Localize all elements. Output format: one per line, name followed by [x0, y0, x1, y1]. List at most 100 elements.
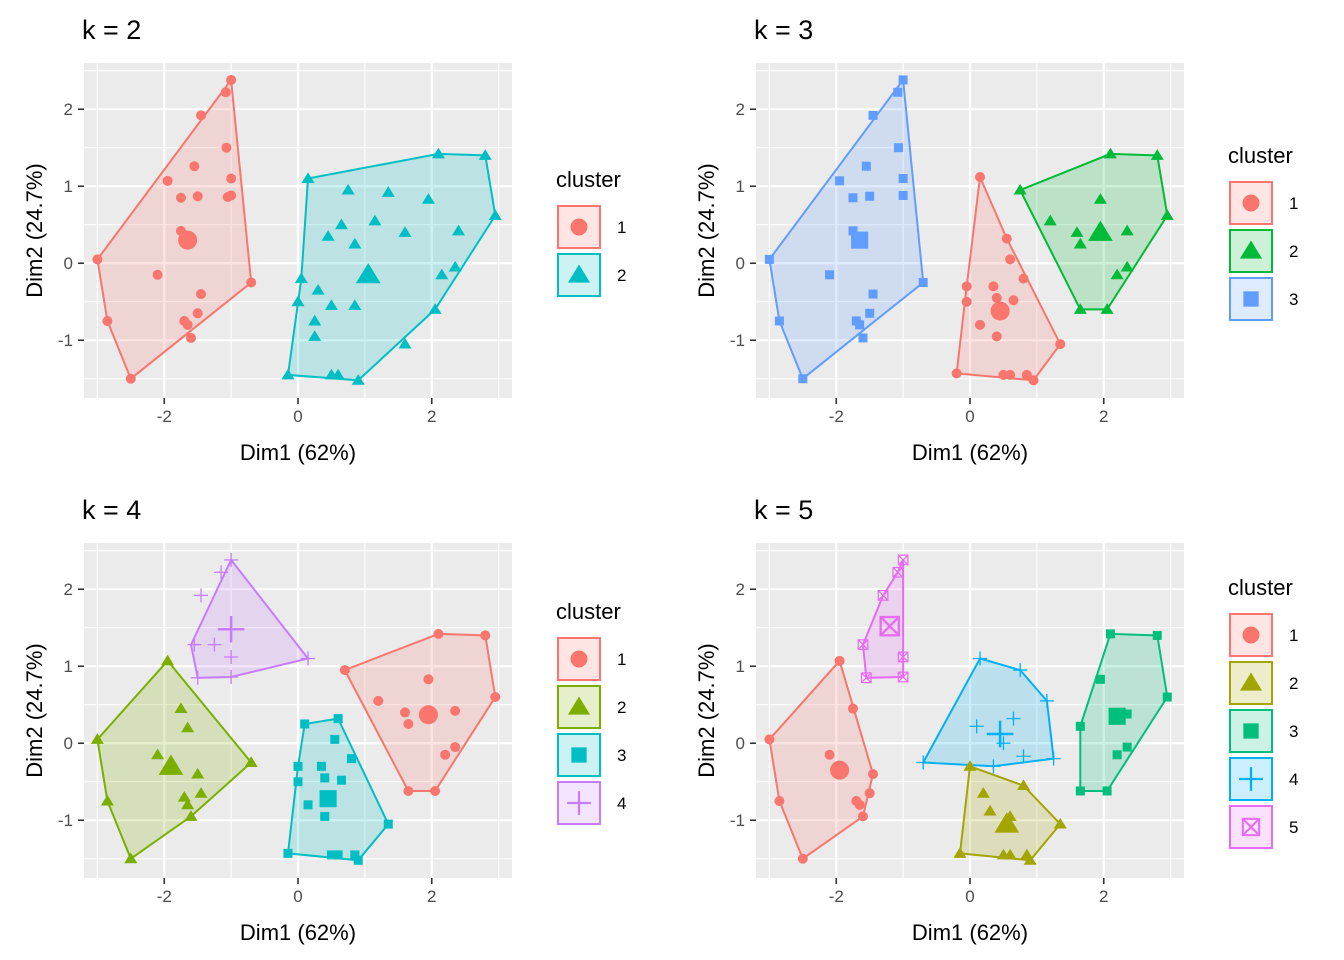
legend-key-3-symbol-glyph: [1243, 723, 1259, 739]
cluster-2-point: [448, 260, 462, 272]
cluster-3-point-glyph: [1162, 692, 1172, 702]
cluster-3-point: [858, 333, 868, 343]
cluster-4-point: [190, 670, 205, 685]
x-tick-label: 2: [1099, 407, 1108, 426]
cluster-2-point-glyph: [351, 374, 365, 385]
cluster-2-point-glyph: [181, 798, 195, 810]
cluster-2-point: [398, 337, 412, 349]
cluster-2-point: [1120, 224, 1134, 236]
cluster-3-point: [825, 270, 835, 280]
cluster-1-point: [854, 799, 865, 810]
cluster-3-point-glyph: [865, 191, 875, 201]
y-tick-label: 1: [736, 177, 745, 196]
y-axis-label: Dim2 (24.7%): [694, 163, 719, 297]
cluster-3-point: [868, 110, 878, 120]
cluster-1-point-glyph: [951, 368, 962, 379]
cluster-3-point-glyph: [330, 734, 340, 744]
cluster-4-center: [217, 615, 245, 643]
cluster-1-point-glyph: [1055, 339, 1066, 350]
cluster-2-center-glyph: [355, 263, 381, 284]
legend: cluster 1 2 3 4: [556, 599, 626, 825]
x-tick-label: 2: [427, 407, 436, 426]
cluster-3-point: [1162, 692, 1172, 702]
cluster-5-point-diag2: [897, 651, 909, 663]
legend-label-4: 4: [1289, 770, 1298, 789]
cluster-3-point-glyph: [383, 819, 393, 829]
cluster-3-point: [764, 254, 774, 264]
cluster-2-point-glyph: [435, 268, 449, 280]
cluster-4-point: [1046, 751, 1061, 766]
cluster-1-point-glyph: [226, 74, 237, 85]
x-tick-label: 0: [965, 407, 974, 426]
cluster-1-point-glyph: [92, 254, 103, 265]
cluster-3-point-glyph: [1095, 674, 1105, 684]
cluster-3-point: [855, 320, 865, 330]
cluster-3-point: [1112, 750, 1122, 760]
cluster-3-point: [336, 775, 346, 785]
x-tick-label: 0: [965, 887, 974, 906]
axes: -2 0 2 -1 0 1 2: [730, 580, 1109, 906]
cluster-1-point-glyph: [423, 674, 434, 685]
cluster-1-point: [1028, 375, 1039, 386]
legend-key-2-symbol-glyph: [567, 696, 591, 715]
legend-title: cluster: [556, 167, 621, 192]
cluster-2-point-glyph: [181, 721, 195, 733]
cluster-1-point-glyph: [961, 296, 972, 307]
cluster-3-point-glyph: [1112, 750, 1122, 760]
cluster-3-point-glyph: [1122, 709, 1132, 719]
cluster-3-point-glyph: [1075, 786, 1085, 796]
cluster-5-point-box: [892, 566, 904, 578]
cluster-3-point-glyph: [326, 850, 336, 860]
x-axis-label: Dim1 (62%): [240, 440, 356, 465]
cluster-1-point-glyph: [175, 192, 186, 203]
cluster-3-point-glyph: [303, 800, 313, 810]
cluster-2-point: [1160, 209, 1174, 220]
cluster-1-point: [339, 665, 350, 676]
cluster-1-point: [192, 308, 203, 319]
cluster-4-point: [224, 552, 239, 567]
legend-label-5: 5: [1289, 818, 1298, 837]
cluster-3-point-glyph: [774, 316, 784, 326]
cluster-3-point-glyph: [848, 193, 858, 203]
cluster-2-point: [953, 847, 967, 858]
chart-title: k = 5: [754, 495, 813, 525]
cluster-4-point: [996, 736, 1011, 751]
legend-label-1: 1: [617, 650, 626, 669]
y-tick-label: -1: [730, 811, 745, 830]
cluster-2-point-glyph: [321, 230, 335, 241]
cluster-2-point: [334, 218, 348, 230]
y-tick-label: 0: [736, 734, 745, 753]
cluster-3-point: [835, 176, 845, 186]
cluster-1-point: [373, 695, 384, 706]
cluster-3-point: [326, 850, 336, 860]
cluster-3-point: [1105, 629, 1115, 639]
cluster-1-center: [178, 230, 198, 250]
cluster-1-center-glyph: [178, 230, 198, 250]
cluster-1-point: [1055, 339, 1066, 350]
cluster-3-center-glyph: [851, 231, 869, 249]
cluster-2-center: [1088, 220, 1113, 241]
cluster-1-point: [403, 718, 414, 729]
cluster-5-point-box: [897, 651, 909, 663]
x-tick-label: 2: [1099, 887, 1108, 906]
cluster-1-point: [246, 277, 257, 288]
cluster-2-point: [308, 314, 322, 326]
cluster-1-center: [990, 301, 1010, 321]
cluster-5-center-diag2: [879, 616, 900, 637]
cluster-5-center-box: [879, 615, 901, 637]
y-tick-label: 0: [64, 254, 73, 273]
cluster-1-point-glyph: [102, 315, 113, 326]
legend: cluster 1 2 3 4 5: [1228, 575, 1298, 849]
cluster-2-point-glyph: [478, 149, 492, 160]
cluster-1-point-glyph: [991, 331, 1002, 342]
cluster-3-point: [300, 719, 310, 729]
cluster-3-point: [898, 190, 908, 200]
cluster-3-point: [1075, 786, 1085, 796]
cluster-2-point-glyph: [324, 299, 338, 311]
legend-key-4-symbol: [567, 791, 591, 815]
cluster-1-point-glyph: [196, 110, 207, 121]
legend-label-3: 3: [1289, 722, 1298, 741]
legend-key-1-symbol-glyph: [1242, 194, 1260, 212]
cluster-2-point-glyph: [448, 260, 462, 272]
